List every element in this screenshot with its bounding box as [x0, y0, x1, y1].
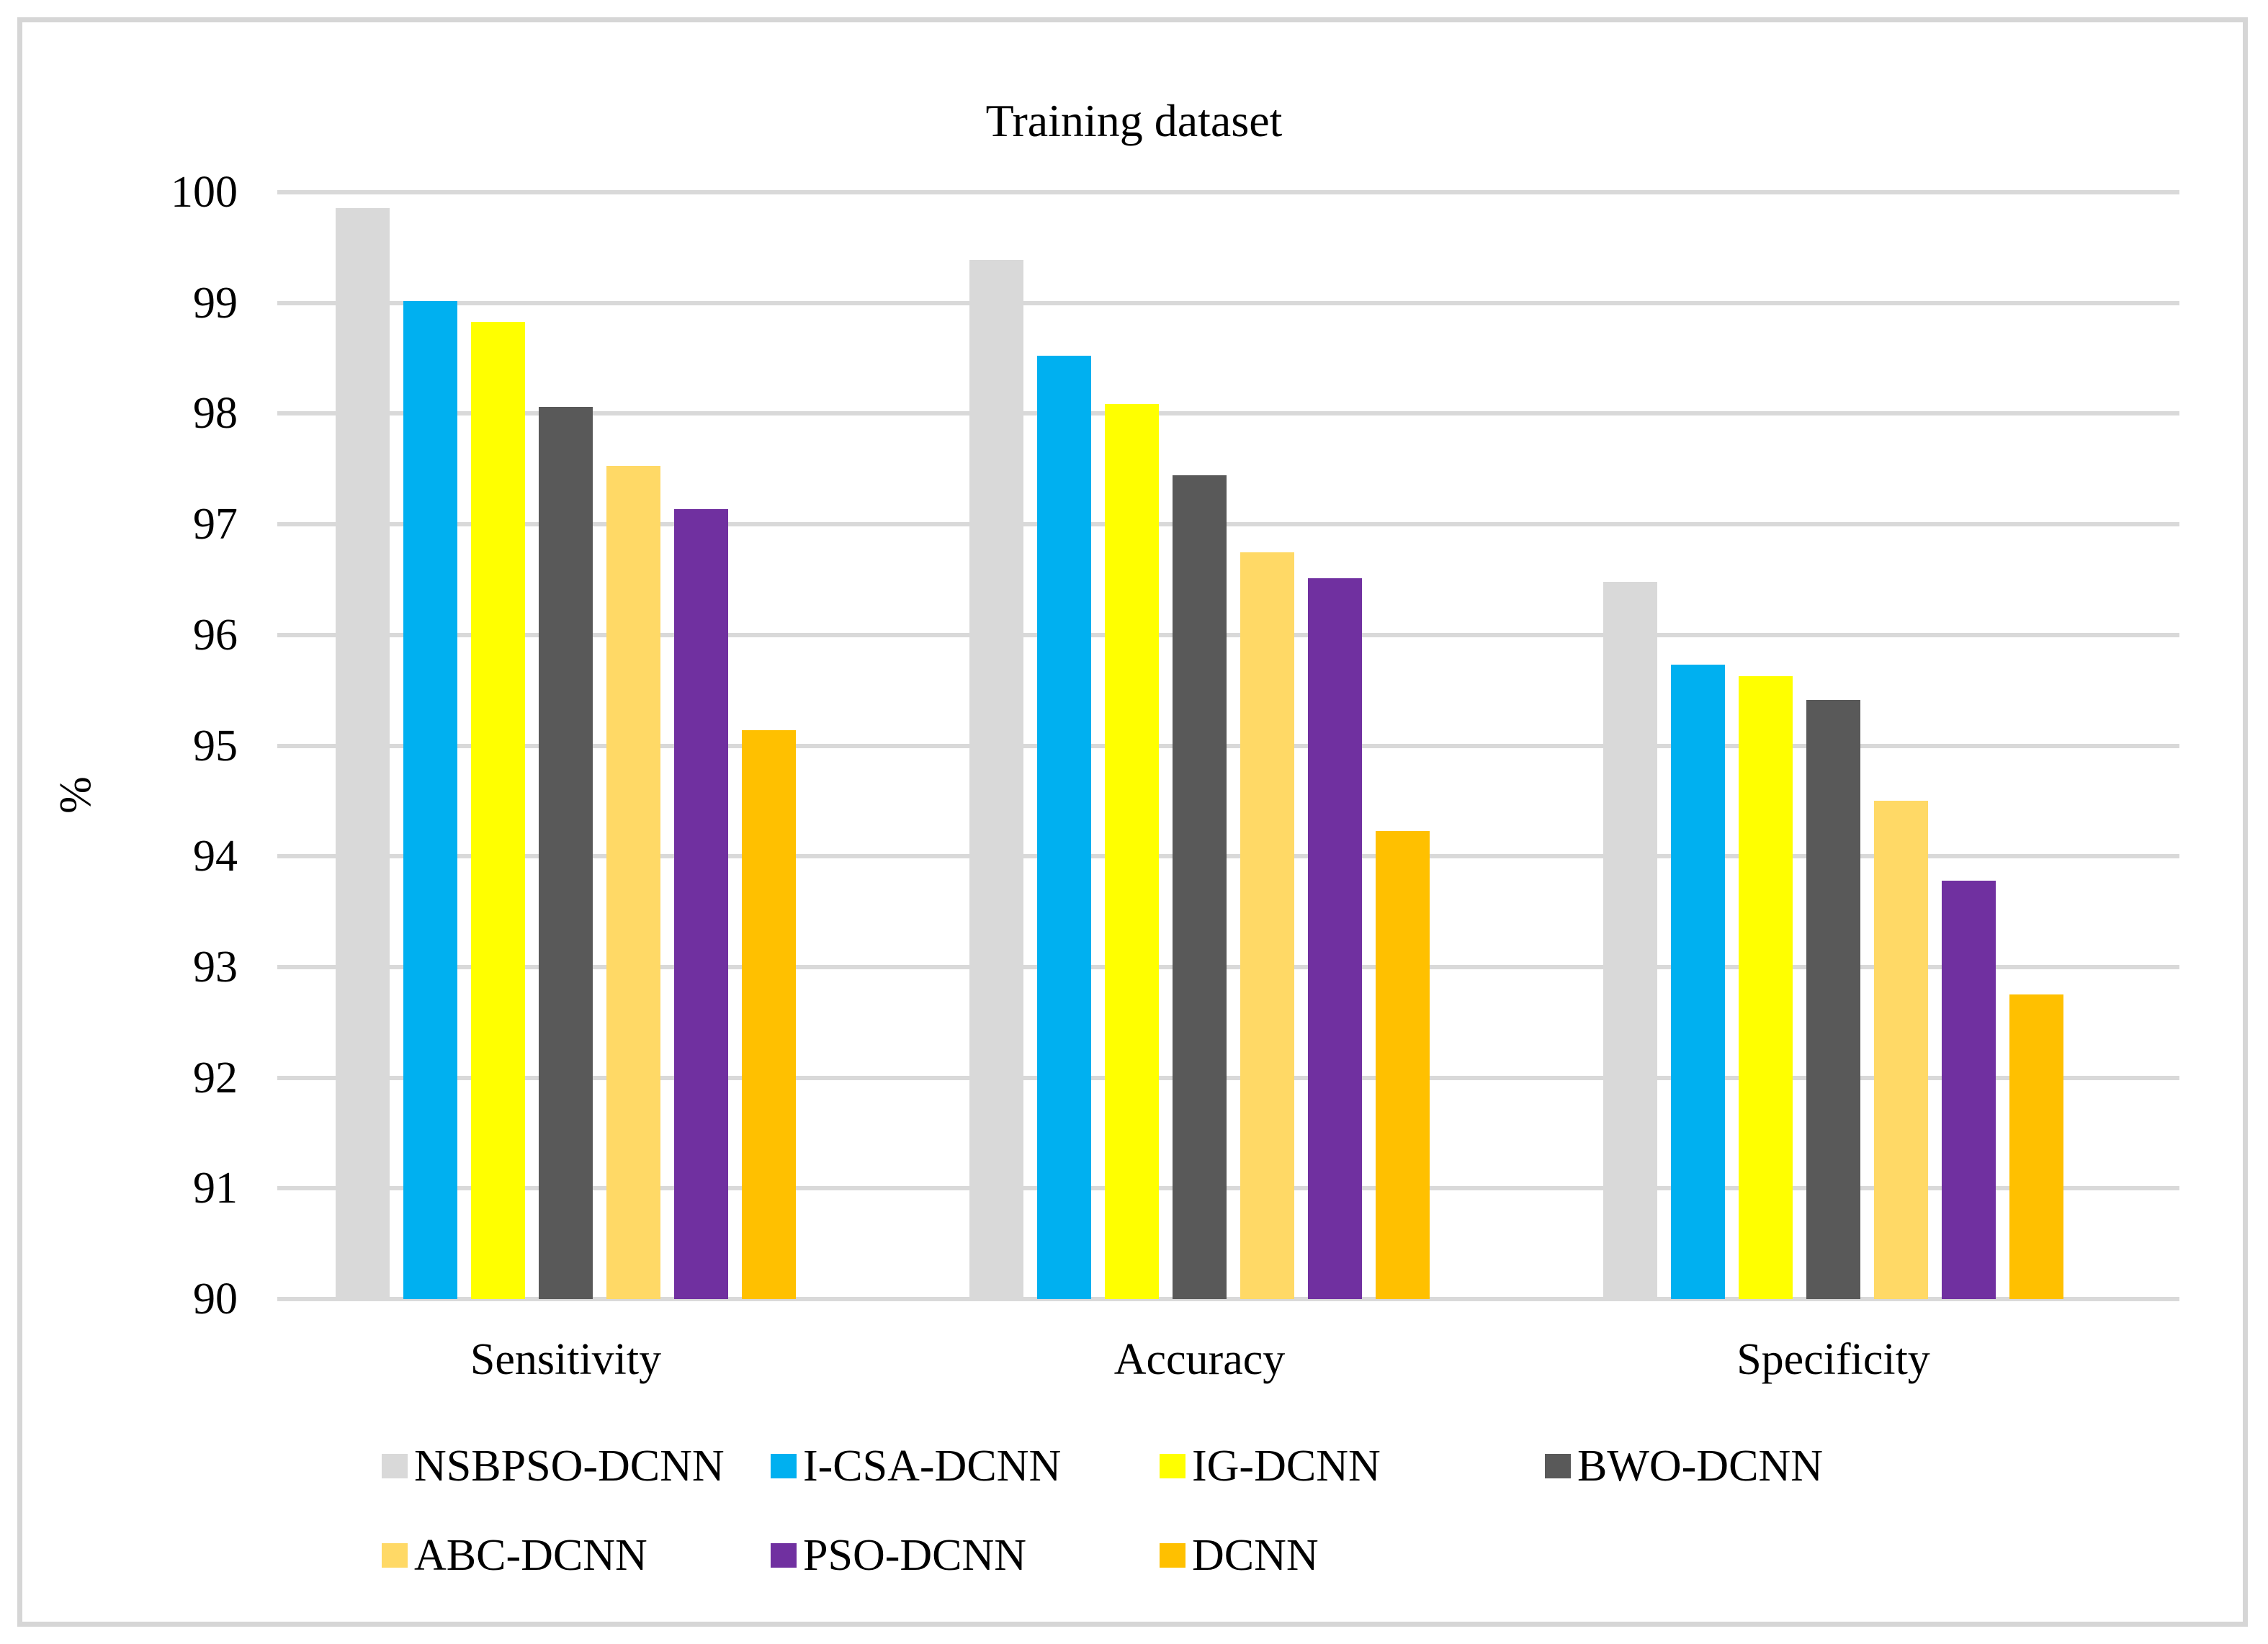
legend-item-bwo-dcnn: BWO-DCNN: [1545, 1442, 1823, 1491]
bar-ig-dcnn-specificity: [1739, 676, 1793, 1299]
bar-nsbpso-dcnn-accuracy: [969, 260, 1023, 1299]
gridline-100: [277, 190, 2179, 194]
legend-item-nsbpso-dcnn: NSBPSO-DCNN: [382, 1442, 725, 1491]
gridline-94: [277, 854, 2179, 859]
bar-dcnn-sensitivity: [742, 730, 796, 1299]
legend-swatch-pso-dcnn: [771, 1543, 797, 1568]
bar-i-csa-dcnn-specificity: [1671, 665, 1725, 1299]
bar-abc-dcnn-specificity: [1874, 801, 1928, 1299]
chart-title: Training dataset: [985, 95, 1283, 146]
legend-swatch-ig-dcnn: [1160, 1454, 1185, 1478]
y-tick-label-100: 100: [171, 168, 238, 217]
legend-label-bwo-dcnn: BWO-DCNN: [1577, 1442, 1823, 1491]
bar-dcnn-accuracy: [1376, 831, 1430, 1299]
bar-bwo-dcnn-specificity: [1806, 700, 1860, 1299]
y-tick-label-92: 92: [193, 1053, 238, 1102]
bar-pso-dcnn-specificity: [1942, 881, 1996, 1299]
y-tick-label-90: 90: [193, 1275, 238, 1324]
y-tick-label-98: 98: [193, 389, 238, 439]
legend-item-abc-dcnn: ABC-DCNN: [382, 1531, 647, 1580]
bar-group-specificity: [1603, 192, 2063, 1299]
legend-label-i-csa-dcnn: I-CSA-DCNN: [803, 1442, 1062, 1491]
y-tick-label-99: 99: [193, 278, 238, 328]
y-tick-label-91: 91: [193, 1164, 238, 1213]
legend-item-i-csa-dcnn: I-CSA-DCNN: [771, 1442, 1061, 1491]
bar-bwo-dcnn-accuracy: [1173, 475, 1227, 1299]
legend-item-ig-dcnn: IG-DCNN: [1160, 1442, 1381, 1491]
bar-pso-dcnn-accuracy: [1308, 578, 1362, 1299]
bar-abc-dcnn-sensitivity: [606, 466, 660, 1299]
legend-label-abc-dcnn: ABC-DCNN: [414, 1531, 647, 1580]
gridline-90: [277, 1297, 2179, 1301]
bar-abc-dcnn-accuracy: [1240, 552, 1294, 1299]
bar-nsbpso-dcnn-sensitivity: [336, 208, 390, 1299]
bar-i-csa-dcnn-accuracy: [1037, 356, 1091, 1299]
bar-nsbpso-dcnn-specificity: [1603, 582, 1657, 1299]
bar-dcnn-specificity: [2009, 994, 2063, 1299]
legend-swatch-nsbpso-dcnn: [382, 1454, 408, 1478]
y-tick-label-93: 93: [193, 942, 238, 992]
gridline-93: [277, 964, 2179, 969]
y-tick-label-95: 95: [193, 721, 238, 771]
gridline-97: [277, 522, 2179, 527]
y-tick-label-97: 97: [193, 500, 238, 549]
legend-label-ig-dcnn: IG-DCNN: [1192, 1442, 1381, 1491]
gridline-92: [277, 1075, 2179, 1080]
legend-item-pso-dcnn: PSO-DCNN: [771, 1531, 1026, 1580]
bar-i-csa-dcnn-sensitivity: [403, 301, 457, 1299]
bar-ig-dcnn-accuracy: [1105, 404, 1159, 1299]
category-label-sensitivity: Sensitivity: [470, 1335, 662, 1384]
y-tick-label-96: 96: [193, 610, 238, 660]
category-label-specificity: Specificity: [1736, 1335, 1930, 1384]
legend-item-dcnn: DCNN: [1160, 1531, 1319, 1580]
gridline-98: [277, 411, 2179, 416]
plot-area: [277, 190, 2179, 1301]
legend-swatch-abc-dcnn: [382, 1543, 408, 1568]
legend-label-dcnn: DCNN: [1192, 1531, 1319, 1580]
gridline-96: [277, 632, 2179, 637]
legend-swatch-i-csa-dcnn: [771, 1454, 797, 1478]
y-tick-label-94: 94: [193, 832, 238, 881]
bar-pso-dcnn-sensitivity: [674, 509, 728, 1299]
category-label-accuracy: Accuracy: [1113, 1335, 1286, 1384]
bar-ig-dcnn-sensitivity: [471, 322, 525, 1299]
bar-group-accuracy: [969, 192, 1430, 1299]
legend-label-nsbpso-dcnn: NSBPSO-DCNN: [414, 1442, 725, 1491]
bar-group-sensitivity: [336, 192, 796, 1299]
legend-label-pso-dcnn: PSO-DCNN: [803, 1531, 1027, 1580]
gridline-91: [277, 1186, 2179, 1191]
legend-swatch-bwo-dcnn: [1545, 1454, 1571, 1478]
bar-bwo-dcnn-sensitivity: [539, 407, 593, 1299]
gridline-95: [277, 743, 2179, 748]
legend-swatch-dcnn: [1160, 1543, 1185, 1568]
gridline-99: [277, 300, 2179, 305]
